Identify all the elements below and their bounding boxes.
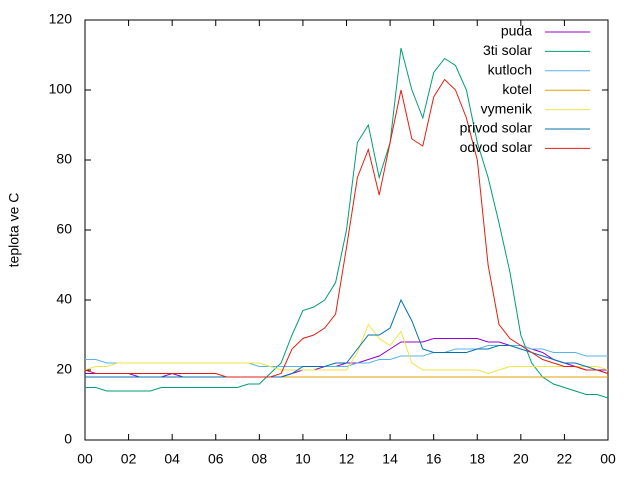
x-tick-label: 00 [600, 451, 616, 467]
legend-label: vymenik [481, 100, 533, 116]
x-tick-label: 00 [77, 451, 93, 467]
y-tick-label: 100 [49, 81, 73, 97]
legend-label: odvod solar [460, 139, 533, 155]
y-tick-label: 120 [49, 11, 73, 27]
y-tick-label: 20 [56, 361, 72, 377]
legend-label: kotel [502, 81, 532, 97]
y-axis-label: teplota ve C [6, 193, 22, 268]
y-tick-label: 60 [56, 221, 72, 237]
x-tick-label: 22 [557, 451, 573, 467]
legend-label: privod solar [460, 120, 533, 136]
x-tick-label: 20 [513, 451, 529, 467]
x-tick-label: 14 [382, 451, 398, 467]
y-tick-label: 0 [64, 431, 72, 447]
x-tick-label: 02 [121, 451, 137, 467]
x-tick-label: 16 [426, 451, 442, 467]
y-tick-label: 40 [56, 291, 72, 307]
series-line [85, 298, 609, 378]
series-line [85, 47, 609, 399]
legend-label: kutloch [488, 62, 532, 78]
y-tick-label: 80 [56, 151, 72, 167]
legend-label: puda [501, 23, 532, 39]
legend-label: 3ti solar [483, 42, 532, 58]
x-tick-label: 10 [295, 451, 311, 467]
series-line [84, 323, 609, 375]
x-tick-label: 04 [164, 451, 180, 467]
series-line [84, 78, 609, 378]
x-tick-label: 12 [339, 451, 355, 467]
x-tick-label: 18 [469, 451, 485, 467]
x-tick-label: 06 [208, 451, 224, 467]
x-tick-label: 08 [252, 451, 268, 467]
